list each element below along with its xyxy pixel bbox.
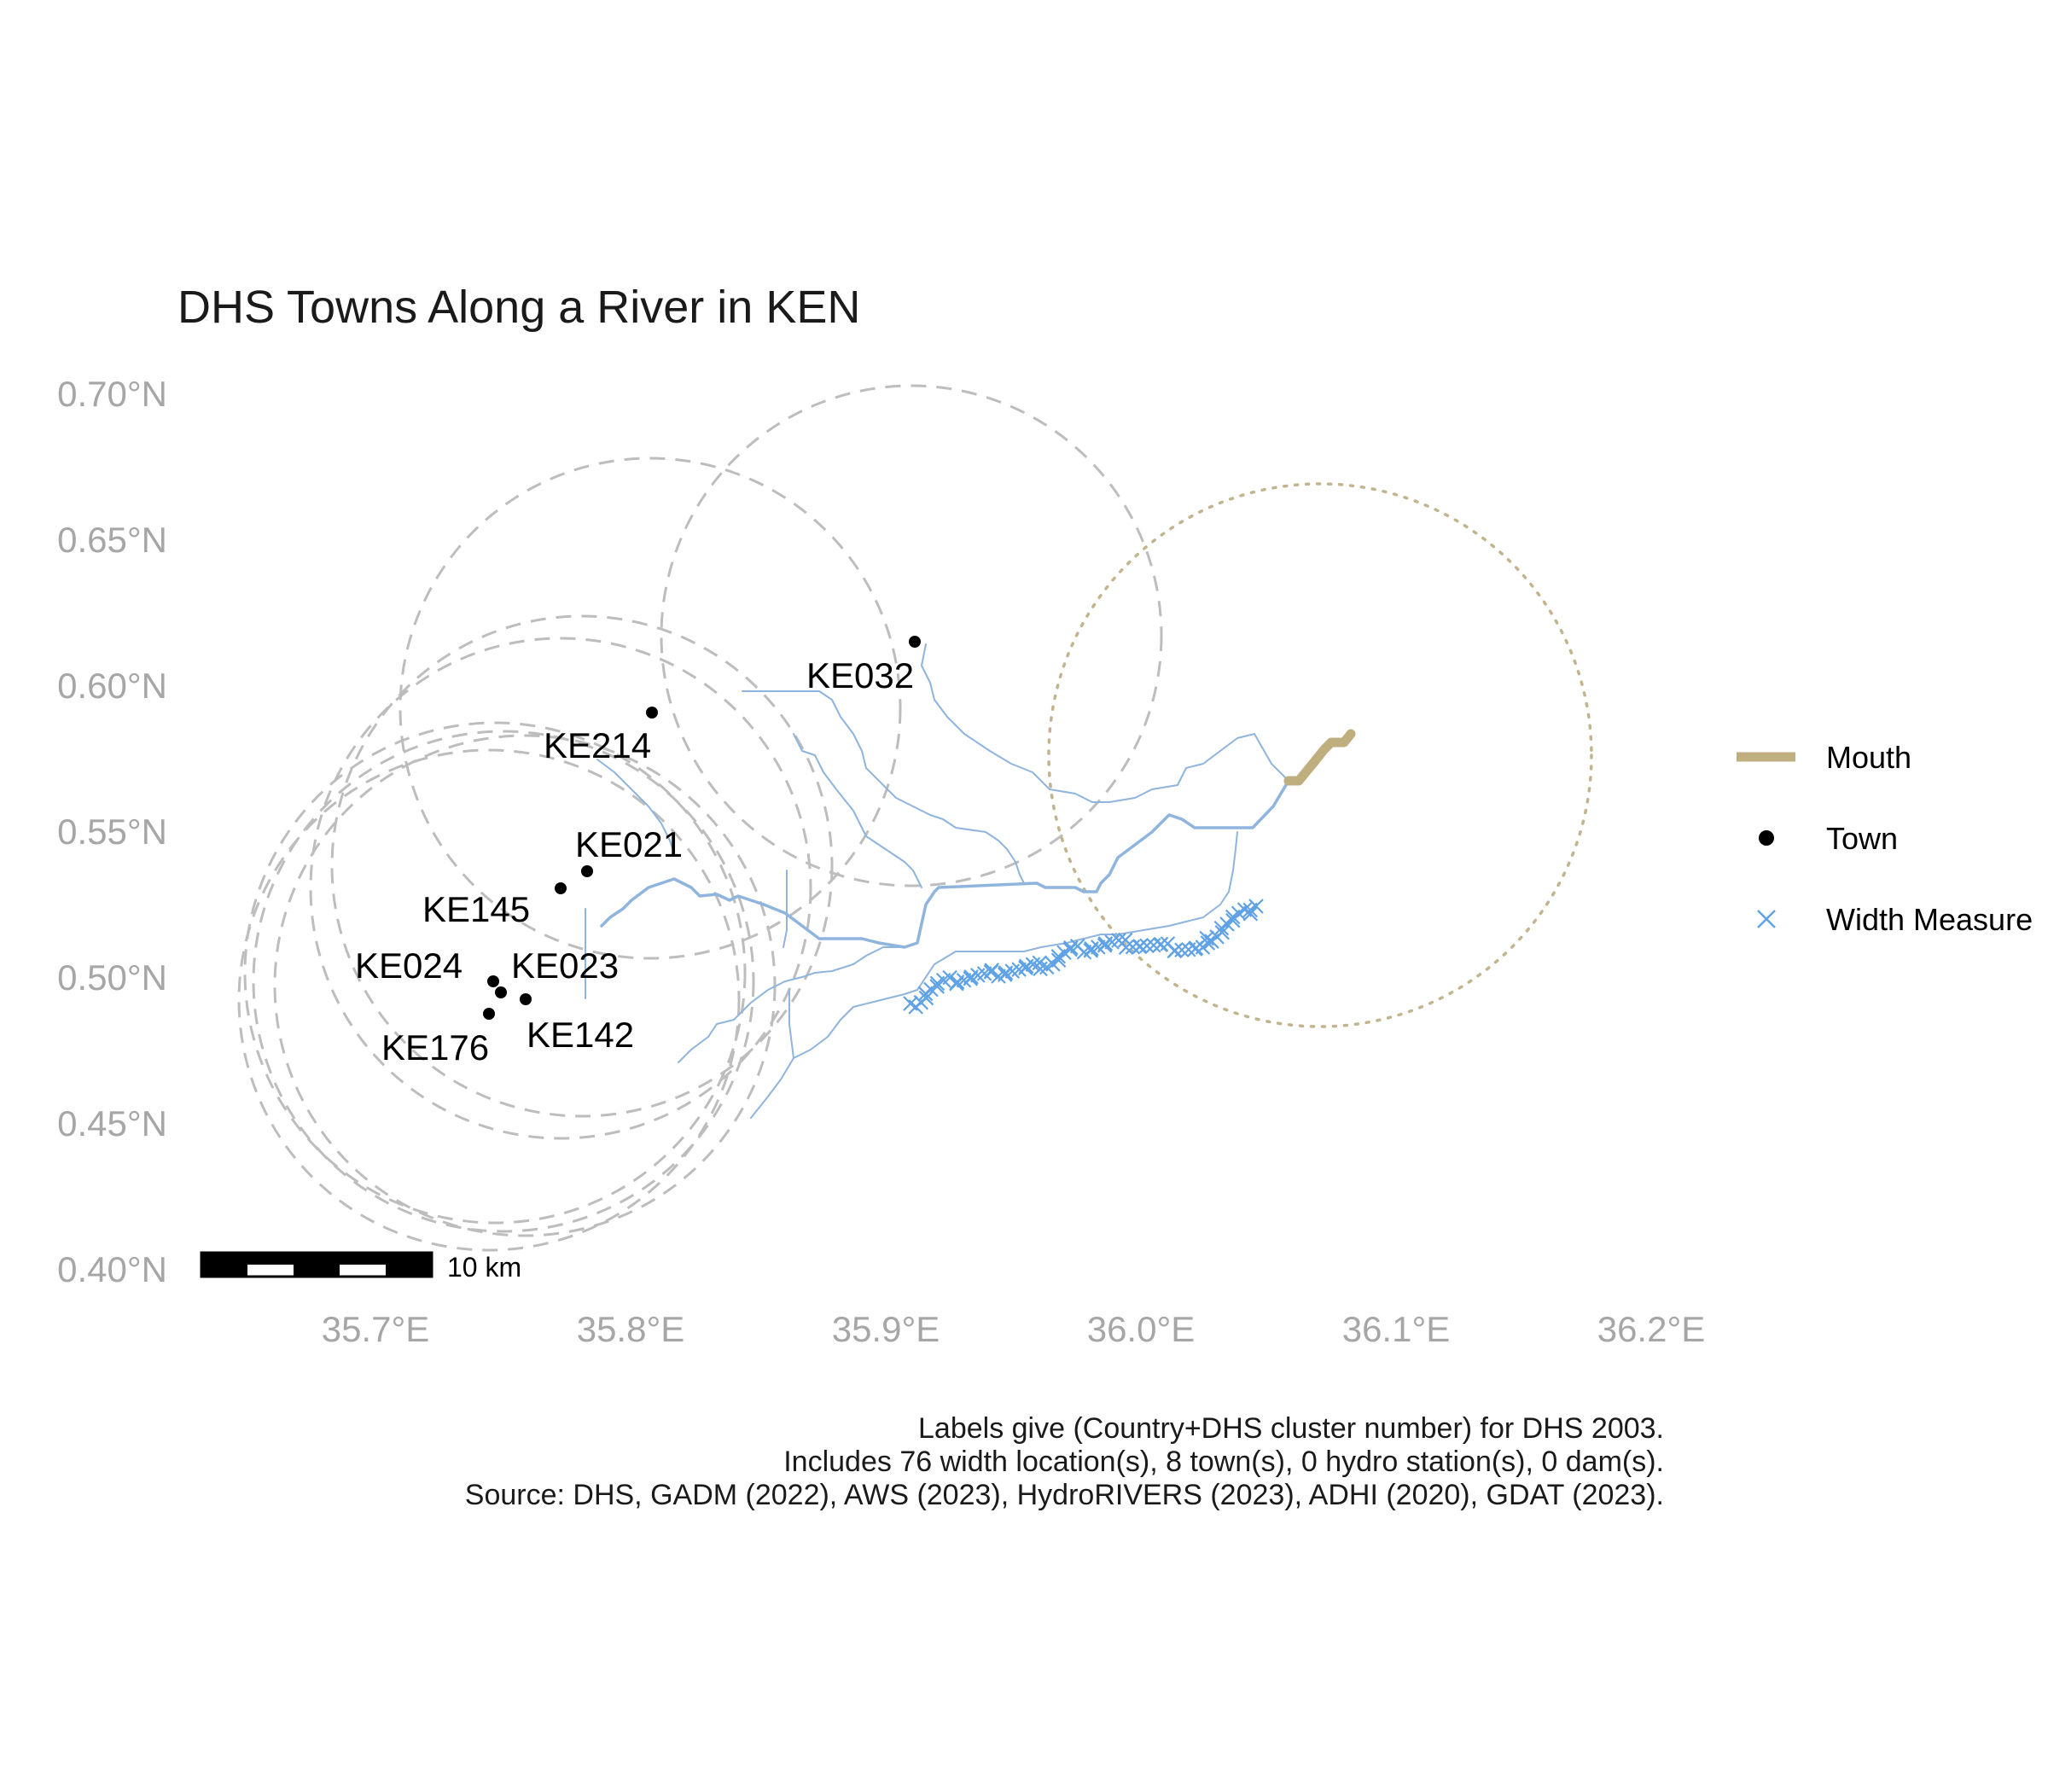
town-label-ke214: KE214	[544, 725, 651, 765]
town-label-ke021: KE021	[575, 824, 683, 864]
y-tick-label: 0.50°N	[57, 957, 167, 998]
mouth-buffer-circle	[1047, 482, 1593, 1028]
town-buffers	[237, 384, 1163, 1252]
river-short-branch	[783, 870, 788, 948]
buffer-circle-ke214	[399, 457, 902, 960]
river-tributary-mid	[742, 690, 1025, 884]
legend-mouth-label: Mouth	[1826, 740, 1911, 775]
x-tick-label: 35.9°E	[832, 1309, 940, 1349]
town-point-ke021[interactable]	[581, 865, 593, 877]
town-point-ke024[interactable]	[487, 975, 499, 987]
y-axis: 0.70°N 0.65°N 0.60°N 0.55°N 0.50°N 0.45°…	[57, 374, 167, 1289]
town-point-ke032[interactable]	[909, 636, 921, 648]
river-tributary-north	[921, 643, 1289, 803]
y-tick-label: 0.40°N	[57, 1249, 167, 1289]
river-branch-lower-left	[678, 946, 905, 1063]
town-points	[483, 636, 921, 1020]
river-branch-south-east	[750, 831, 1238, 1119]
width-measure-mark	[1242, 905, 1259, 922]
legend: Mouth Town Width Measure	[1737, 740, 2033, 937]
y-tick-label: 0.45°N	[57, 1103, 167, 1143]
scale-bar-label: 10 km	[447, 1252, 521, 1283]
y-tick-label: 0.55°N	[57, 812, 167, 852]
legend-town-label: Town	[1826, 821, 1898, 856]
x-tick-label: 36.0°E	[1087, 1309, 1196, 1349]
town-labels: KE032 KE214 KE021 KE145 KE024 KE023 KE14…	[355, 655, 914, 1068]
river-branch-south-west	[788, 989, 794, 1059]
town-label-ke032: KE032	[806, 655, 914, 695]
town-label-ke145: KE145	[422, 889, 530, 929]
town-point-ke214[interactable]	[646, 707, 658, 719]
caption: Labels give (Country+DHS cluster number)…	[465, 1412, 1664, 1511]
town-label-ke142: KE142	[527, 1015, 634, 1055]
buffer-circle-ke142	[273, 734, 777, 1237]
width-measure-mark	[1132, 939, 1148, 954]
width-measure-mark	[1174, 942, 1190, 958]
width-measure-mark	[1248, 899, 1264, 914]
town-point-ke142[interactable]	[520, 993, 532, 1005]
legend-width-swatch	[1757, 910, 1776, 928]
town-label-ke176: KE176	[381, 1027, 489, 1068]
town-point-ke023[interactable]	[495, 986, 507, 998]
scale-bar-segment	[247, 1253, 294, 1265]
buffer-circle-ke032	[660, 384, 1163, 887]
x-tick-label: 36.1°E	[1342, 1309, 1451, 1349]
y-tick-label: 0.70°N	[57, 374, 167, 414]
caption-line-1: Labels give (Country+DHS cluster number)…	[918, 1412, 1664, 1445]
buffer-circle-ke021	[330, 614, 834, 1118]
town-label-ke023: KE023	[511, 945, 619, 986]
width-measure-mark	[1167, 943, 1183, 958]
width-measure-mark	[1200, 935, 1216, 951]
map-title: DHS Towns Along a River in KEN	[177, 282, 860, 333]
scale-bar-segment	[294, 1253, 340, 1277]
buffer-circle-ke145	[309, 637, 812, 1140]
y-tick-label: 0.60°N	[57, 666, 167, 706]
x-axis: 35.7°E 35.8°E 35.9°E 36.0°E 36.1°E 36.2°…	[322, 1309, 1706, 1349]
buffer-circle-ke023	[252, 730, 755, 1233]
width-measure-mark	[1139, 938, 1155, 954]
scale-bar-segment	[386, 1253, 432, 1277]
x-tick-label: 35.8°E	[577, 1309, 685, 1349]
buffer-circle-ke176	[237, 748, 741, 1252]
town-point-ke145[interactable]	[555, 882, 567, 894]
river-main-stem	[600, 779, 1290, 949]
scale-bar-segment	[340, 1253, 386, 1265]
scale-bar: 10 km	[200, 1251, 521, 1283]
x-tick-label: 35.7°E	[322, 1309, 430, 1349]
caption-line-2: Includes 76 width location(s), 8 town(s)…	[783, 1446, 1664, 1478]
buffer-circle-ke024	[243, 721, 747, 1225]
caption-line-3: Source: DHS, GADM (2022), AWS (2023), Hy…	[465, 1479, 1664, 1511]
river-tributary-west	[793, 733, 922, 888]
river-channel-upper	[596, 759, 675, 854]
width-measure-mark	[1118, 940, 1134, 955]
town-point-ke176[interactable]	[483, 1008, 495, 1020]
scale-bar-segment	[201, 1253, 247, 1277]
y-tick-label: 0.65°N	[57, 520, 167, 560]
legend-town-swatch	[1759, 830, 1774, 846]
width-measure-mark	[1153, 936, 1169, 952]
town-label-ke024: KE024	[355, 945, 463, 986]
river-network	[585, 643, 1290, 1119]
x-tick-label: 36.2°E	[1597, 1309, 1706, 1349]
river-mouth	[1283, 729, 1356, 786]
width-measure-mark	[1032, 955, 1048, 971]
legend-width-measure-label: Width Measure	[1826, 902, 2033, 937]
width-measures	[903, 899, 1264, 1015]
